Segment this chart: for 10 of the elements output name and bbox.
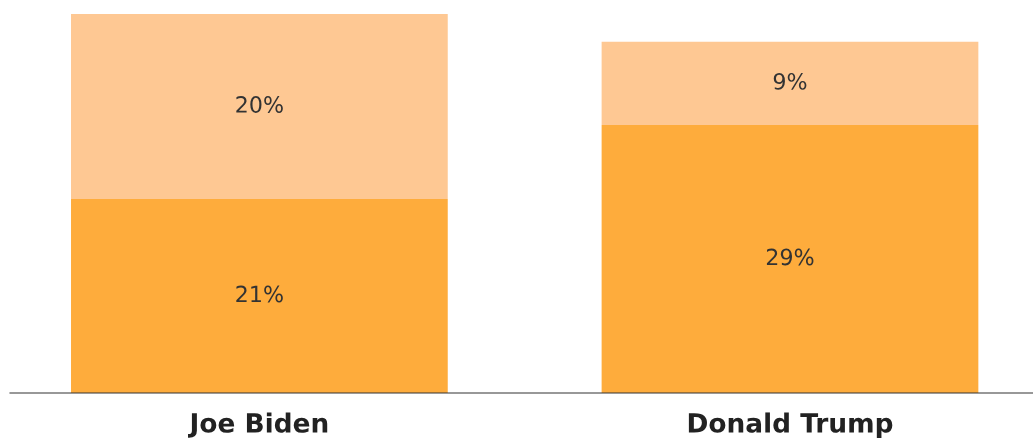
x-tick-label: Joe Biden [188,412,328,438]
data-label: 20% [236,96,283,113]
bar [71,198,448,393]
bar [601,41,979,125]
x-tick-label: Donald Trump [688,412,893,438]
data-label: 21% [236,285,283,303]
data-label: 29% [766,248,814,266]
data-label: 9% [773,72,807,90]
bar [71,14,448,199]
bar [601,124,979,393]
